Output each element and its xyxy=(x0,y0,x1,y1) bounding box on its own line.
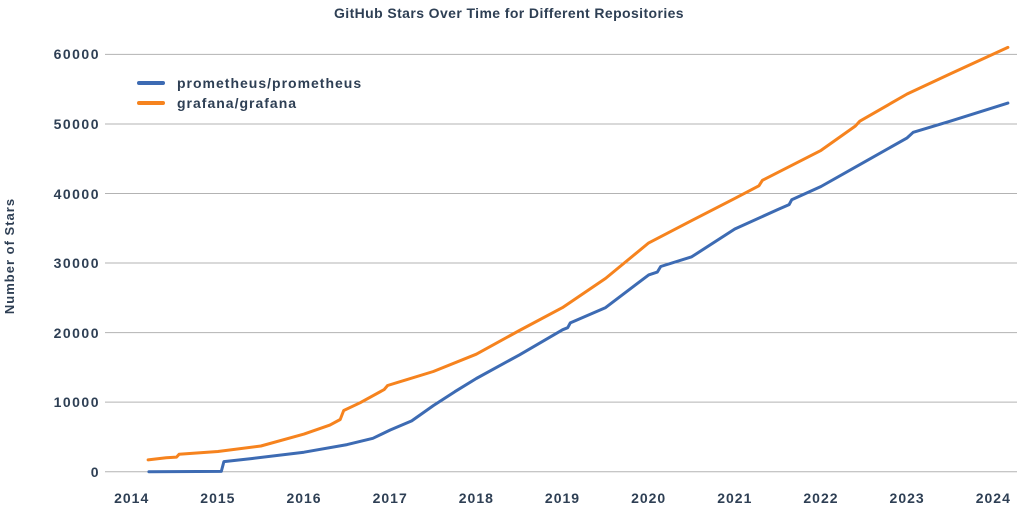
y-tick-label-0: 0 xyxy=(90,463,100,480)
y-tick-label-30000: 30000 xyxy=(53,255,100,272)
chart-title: GitHub Stars Over Time for Different Rep… xyxy=(334,5,684,21)
x-tick-label-2015: 2015 xyxy=(200,490,236,506)
legend: prometheus/prometheus grafana/grafana xyxy=(137,73,362,113)
x-tick-label-2014: 2014 xyxy=(114,490,150,506)
legend-label-grafana: grafana/grafana xyxy=(177,95,298,111)
legend-label-prometheus: prometheus/prometheus xyxy=(177,75,363,91)
legend-item-prometheus: prometheus/prometheus xyxy=(137,73,362,93)
y-tick-label-60000: 60000 xyxy=(53,46,100,63)
x-tick-label-2020: 2020 xyxy=(631,490,667,506)
x-tick-label-2016: 2016 xyxy=(286,490,322,506)
x-tick-label-2019: 2019 xyxy=(544,490,581,506)
x-tick-label-2017: 2017 xyxy=(372,490,408,506)
y-tick-label-20000: 20000 xyxy=(53,324,100,341)
x-tick-label-2018: 2018 xyxy=(458,490,494,506)
series-line-prometheus xyxy=(147,101,1010,474)
y-tick-label-40000: 40000 xyxy=(53,185,100,202)
y-tick-label-10000: 10000 xyxy=(53,394,100,411)
legend-item-grafana: grafana/grafana xyxy=(137,93,362,113)
legend-swatch-grafana xyxy=(137,101,165,105)
x-tick-label-2021: 2021 xyxy=(717,490,753,506)
series-line-grafana xyxy=(146,45,1010,462)
x-tick-label-2024: 2024 xyxy=(975,490,1011,506)
legend-swatch-prometheus xyxy=(137,81,165,85)
x-tick-label-2023: 2023 xyxy=(889,490,925,506)
y-tick-label-50000: 50000 xyxy=(53,115,100,132)
x-tick-label-2022: 2022 xyxy=(803,490,839,506)
